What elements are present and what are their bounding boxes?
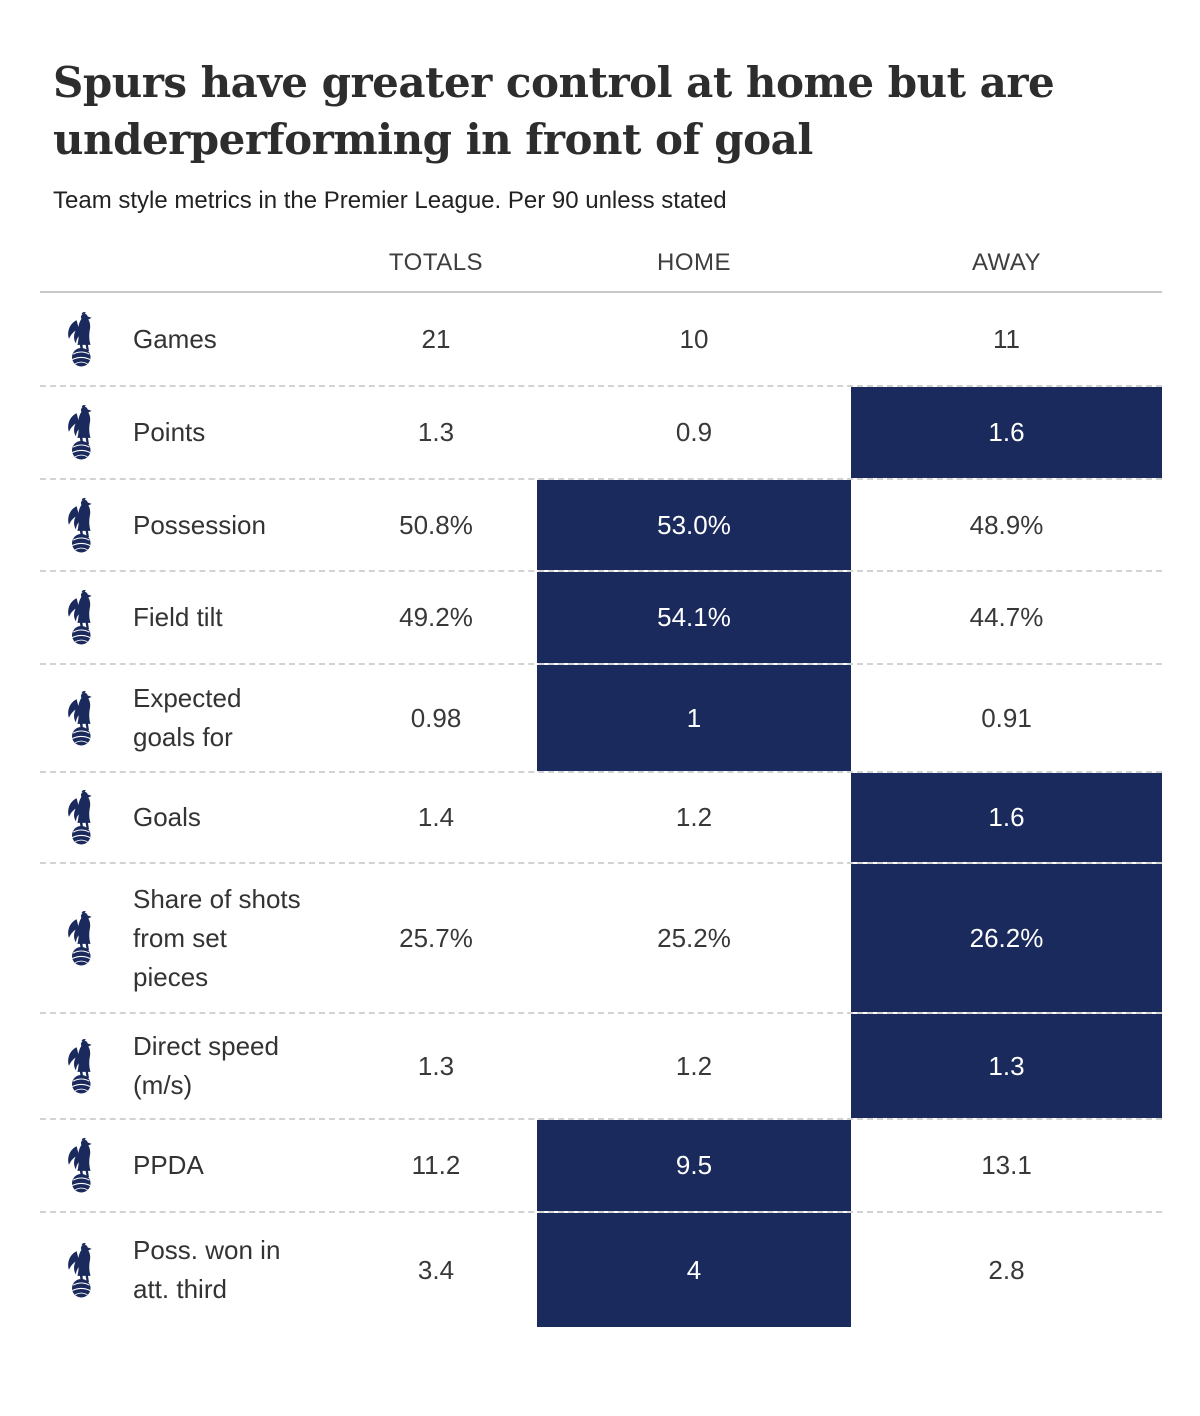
tottenham-crest-icon	[40, 480, 133, 570]
tottenham-crest-icon	[40, 1120, 133, 1211]
home-value: 25.2%	[657, 922, 731, 953]
column-header-totals: TOTALS	[388, 249, 484, 276]
away-value: 44.7%	[969, 602, 1044, 632]
totals-value: 25.7%	[399, 922, 473, 953]
metric-label: Games	[133, 323, 217, 354]
away-value: 2.8	[988, 1254, 1025, 1285]
table-row: Possession 50.8% 53.0% 48.9%	[40, 478, 1162, 570]
tottenham-crest-icon	[40, 1213, 133, 1327]
metric-label: Goals	[133, 802, 201, 832]
away-value: 26.2%	[851, 864, 1162, 1012]
metric-label: PPDA	[133, 1150, 204, 1180]
page-subtitle: Team style metrics in the Premier League…	[53, 187, 727, 214]
totals-value: 3.4	[417, 1254, 455, 1285]
table-row: Field tilt 49.2% 54.1% 44.7%	[40, 570, 1162, 663]
totals-value: 1.3	[417, 1050, 455, 1081]
metric-label: Field tilt	[133, 602, 223, 632]
tottenham-crest-icon	[40, 387, 133, 478]
tottenham-crest-icon	[40, 773, 133, 862]
away-value: 11	[993, 323, 1020, 354]
home-value: 1	[537, 665, 851, 771]
totals-value: 1.3	[417, 417, 455, 447]
table-row: Direct speed (m/s) 1.3 1.2 1.3	[40, 1012, 1162, 1118]
table-row: Points 1.3 0.9 1.6	[40, 385, 1162, 478]
metric-label: Direct speed (m/s)	[133, 1031, 279, 1100]
table-row: Share of shots from set pieces 25.7% 25.…	[40, 862, 1162, 1012]
home-value: 0.9	[675, 417, 713, 447]
tottenham-crest-icon	[40, 864, 133, 1012]
tottenham-crest-icon	[40, 293, 133, 385]
totals-value: 49.2%	[399, 602, 473, 632]
totals-value: 0.98	[410, 702, 462, 733]
totals-value: 11.2	[411, 1150, 461, 1180]
tottenham-crest-icon	[40, 572, 133, 663]
away-value: 1.3	[851, 1014, 1162, 1118]
column-header-home: HOME	[657, 249, 731, 276]
table-row: Goals 1.4 1.2 1.6	[40, 771, 1162, 862]
table-row: Games 21 10 11	[40, 293, 1162, 385]
away-value: 13.1	[981, 1150, 1032, 1180]
metric-label: Points	[133, 417, 206, 447]
home-value: 4	[537, 1213, 851, 1327]
totals-value: 50.8%	[399, 509, 473, 540]
metric-label: Poss. won in att. third	[133, 1235, 281, 1304]
away-value: 0.91	[981, 702, 1032, 733]
table-body: Games 21 10 11 Points 1.3 0.9 1.6 Posses…	[40, 293, 1162, 1327]
table-row: Poss. won in att. third 3.4 4 2.8	[40, 1211, 1162, 1327]
metric-label: Expected goals for	[133, 683, 242, 752]
column-header-away: AWAY	[971, 249, 1042, 276]
table-row: PPDA 11.2 9.5 13.1	[40, 1118, 1162, 1211]
tottenham-crest-icon	[40, 1014, 133, 1118]
totals-value: 1.4	[417, 802, 455, 832]
page-title: Spurs have greater control at home but a…	[53, 58, 1055, 164]
away-value: 1.6	[851, 387, 1162, 478]
away-value: 1.6	[851, 773, 1162, 862]
home-value: 9.5	[537, 1120, 851, 1211]
home-value: 1.2	[675, 802, 713, 832]
table-row: Expected goals for 0.98 1 0.91	[40, 663, 1162, 771]
metric-label: Possession	[133, 509, 266, 540]
home-value: 53.0%	[537, 480, 851, 570]
tottenham-crest-icon	[40, 665, 133, 771]
totals-value: 21	[421, 323, 451, 354]
table-header-row: TOTALS HOME AWAY	[40, 242, 1162, 293]
metric-label: Share of shots from set pieces	[133, 883, 301, 992]
home-value: 54.1%	[537, 572, 851, 663]
home-value: 1.2	[675, 1050, 713, 1081]
metrics-table: TOTALS HOME AWAY Games 21 10 11 Points 1…	[40, 242, 1162, 1327]
away-value: 48.9%	[969, 509, 1044, 540]
home-value: 10	[679, 323, 709, 354]
